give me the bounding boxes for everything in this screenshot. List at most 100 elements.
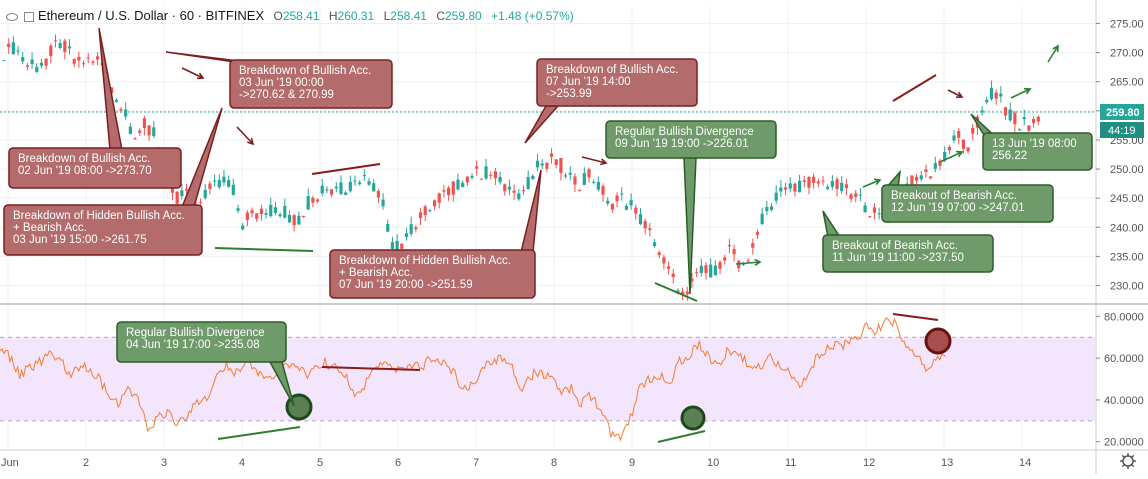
candle-body [592, 181, 596, 183]
candle-body [437, 193, 441, 203]
candle-body [367, 181, 371, 185]
countdown-label: 44:19 [1108, 125, 1136, 137]
time-tick-label: 9 [629, 457, 635, 469]
callout-text: 13 Jun '19 08:00 [992, 138, 1077, 150]
callout-text: Breakdown of Hidden Bullish Acc. [13, 210, 185, 222]
candle-body [844, 184, 848, 189]
candle-body [1036, 116, 1040, 122]
candle-body [526, 176, 530, 190]
candle-body [919, 175, 923, 180]
callout-box [8, 147, 182, 189]
candle-body [376, 191, 380, 198]
candle-body [311, 197, 315, 203]
candle-body [559, 157, 563, 173]
candle-body [461, 182, 465, 188]
candle-body [381, 199, 385, 207]
candle-body [315, 199, 320, 202]
candle-body [386, 223, 390, 232]
candle-body [1027, 125, 1031, 131]
candle-body [358, 182, 362, 185]
candle-body [629, 200, 633, 206]
gear-icon-tooth [1121, 464, 1125, 468]
bullish-arrow [1010, 88, 1031, 99]
callout-text: 03 Jun '19 00:00 [239, 77, 324, 89]
candle-body [283, 205, 287, 218]
candle-body [596, 181, 600, 190]
candle-body [933, 163, 937, 169]
candle-body [11, 42, 15, 55]
candle-body [615, 195, 619, 202]
candle-body [489, 174, 493, 176]
candle-body [180, 190, 184, 197]
rsi-line [0, 317, 946, 442]
candle-body [531, 175, 535, 180]
candle-body [638, 214, 643, 225]
callout-box [982, 132, 1093, 171]
bearish-arrow [581, 156, 607, 164]
callout-text: Breakdown of Bullish Acc. [239, 65, 371, 77]
candle-body [947, 147, 951, 151]
candle-body [980, 110, 984, 113]
candle-body [53, 40, 58, 42]
candle-body [325, 189, 329, 191]
candle-body [198, 201, 203, 203]
candle-body [858, 194, 863, 196]
callout-text: 07 Jun '19 14:00 [546, 76, 631, 88]
last-price-badge [1100, 103, 1144, 120]
callout-text: + Bearish Acc. [13, 222, 87, 234]
candle-body [395, 240, 399, 253]
candle-body [929, 176, 933, 179]
candle-body [475, 166, 479, 169]
candle-body [994, 92, 998, 99]
candle-body [498, 176, 502, 183]
candle-body [334, 186, 338, 189]
candle-body [451, 181, 455, 195]
low-label: L [383, 9, 391, 23]
bearish-arrow-head [955, 91, 964, 99]
candle-body [966, 147, 970, 152]
candle-body [250, 210, 254, 214]
bullish-arrow-head [754, 258, 762, 266]
bearish-arrow-head [196, 72, 205, 80]
candle-body [835, 179, 839, 190]
candle-body [418, 212, 423, 219]
candle-body [671, 273, 675, 278]
bearish-arrow [947, 89, 963, 98]
bullish-arrow [939, 151, 963, 163]
candle-body [442, 190, 446, 192]
candle-body [587, 169, 591, 178]
candle-body [943, 152, 947, 161]
callout-box [605, 120, 777, 159]
candle-body [21, 57, 25, 62]
candle-body [67, 46, 72, 49]
candle-body [362, 174, 366, 176]
candle-body [142, 118, 146, 129]
candle-body [507, 186, 512, 190]
candle-body [213, 180, 217, 182]
candle-body [86, 57, 90, 59]
symbol-settings-icon[interactable] [24, 11, 34, 22]
candle-body [765, 206, 769, 212]
rsi-bear-divergence-line [321, 366, 421, 371]
price-bear-divergence-line-2 [892, 74, 937, 102]
collapse-legend-icon[interactable] [6, 12, 18, 21]
callout-text: 07 Jun '19 20:00 ->251.59 [339, 279, 473, 291]
candle-body [582, 173, 586, 186]
candle-body [138, 130, 142, 133]
candle-body [35, 66, 39, 72]
rsi-tick-label: 20.0000 [1104, 437, 1144, 449]
candle-body [849, 194, 853, 199]
candle-body [297, 215, 301, 225]
candle-body [751, 243, 755, 248]
candle-body [278, 214, 282, 217]
bullish-arrow-head [1023, 87, 1032, 95]
price-bull-divergence-line-2 [654, 282, 698, 302]
candle-body [2, 60, 6, 62]
candle-body [793, 183, 797, 192]
candle-body [657, 252, 661, 256]
candle-body [521, 190, 526, 192]
bullish-arrow-head [955, 150, 964, 158]
candle-body [493, 171, 497, 179]
